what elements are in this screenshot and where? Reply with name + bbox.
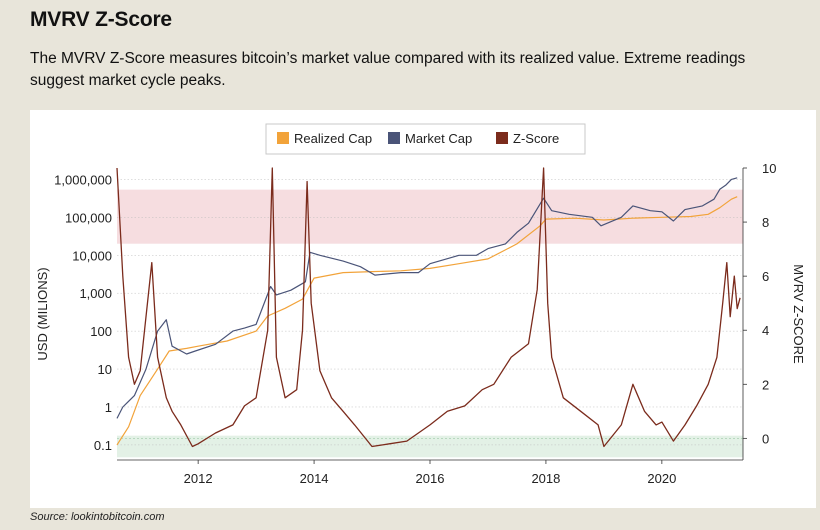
legend-swatch <box>388 132 400 144</box>
y2-tick-label: 6 <box>762 269 769 284</box>
y2-axis-label: MVRV Z-SCORE <box>791 264 806 364</box>
page-subtitle: The MVRV Z-Score measures bitcoin’s mark… <box>30 50 746 89</box>
y2-tick-label: 2 <box>762 377 769 392</box>
series-market-cap <box>116 177 738 419</box>
legend-label: Market Cap <box>405 131 472 146</box>
y-tick-label: 10 <box>98 362 112 377</box>
y2-tick-label: 4 <box>762 323 769 338</box>
band-overvalued <box>117 189 743 244</box>
y-tick-label: 100,000 <box>65 210 112 225</box>
legend-label: Z-Score <box>513 131 559 146</box>
y-tick-label: 100 <box>90 324 112 339</box>
y-tick-label: 1,000 <box>79 286 112 301</box>
chart-legend: Realized Cap Market Cap Z-Score <box>265 123 586 155</box>
chart-series <box>116 167 741 448</box>
x-tick-label: 2018 <box>531 471 560 486</box>
y-tick-label: 1 <box>105 400 112 415</box>
legend-box <box>265 123 586 155</box>
legend-swatch <box>496 132 508 144</box>
chart-bands <box>117 189 743 458</box>
y-tick-label: 0.1 <box>94 438 112 453</box>
legend-label: Realized Cap <box>294 131 372 146</box>
chart-grid <box>117 179 743 446</box>
y-axis-label: USD (MILIONS) <box>35 267 50 360</box>
x-tick-label: 2016 <box>416 471 445 486</box>
x-tick-label: 2020 <box>647 471 676 486</box>
source-note: Source: lookintobitcoin.com <box>30 511 165 523</box>
series-z-score <box>116 167 741 448</box>
y2-tick-label: 8 <box>762 215 769 230</box>
chart-axes: 2012 2014 2016 2018 20200.11101001,00010,000… <box>35 161 806 486</box>
y2-tick-label: 0 <box>762 431 769 446</box>
page-title: MVRV Z-Score <box>30 8 172 31</box>
chart-panel: 2012 2014 2016 2018 2020 0.1 1 10 100 1,000 10,000… <box>30 110 816 508</box>
band-undervalued <box>117 435 743 458</box>
y2-tick-label: 10 <box>762 161 776 176</box>
legend-swatch <box>277 132 289 144</box>
x-tick-label: 2014 <box>300 471 329 486</box>
x-tick-label: 2012 <box>184 471 213 486</box>
series-realized-cap <box>116 196 738 446</box>
y-tick-label: 10,000 <box>72 248 112 263</box>
y-tick-label: 1,000,000 <box>54 172 112 187</box>
mvrv-chart: 2012 2014 2016 2018 20200.11101001,00010,000… <box>35 123 806 486</box>
